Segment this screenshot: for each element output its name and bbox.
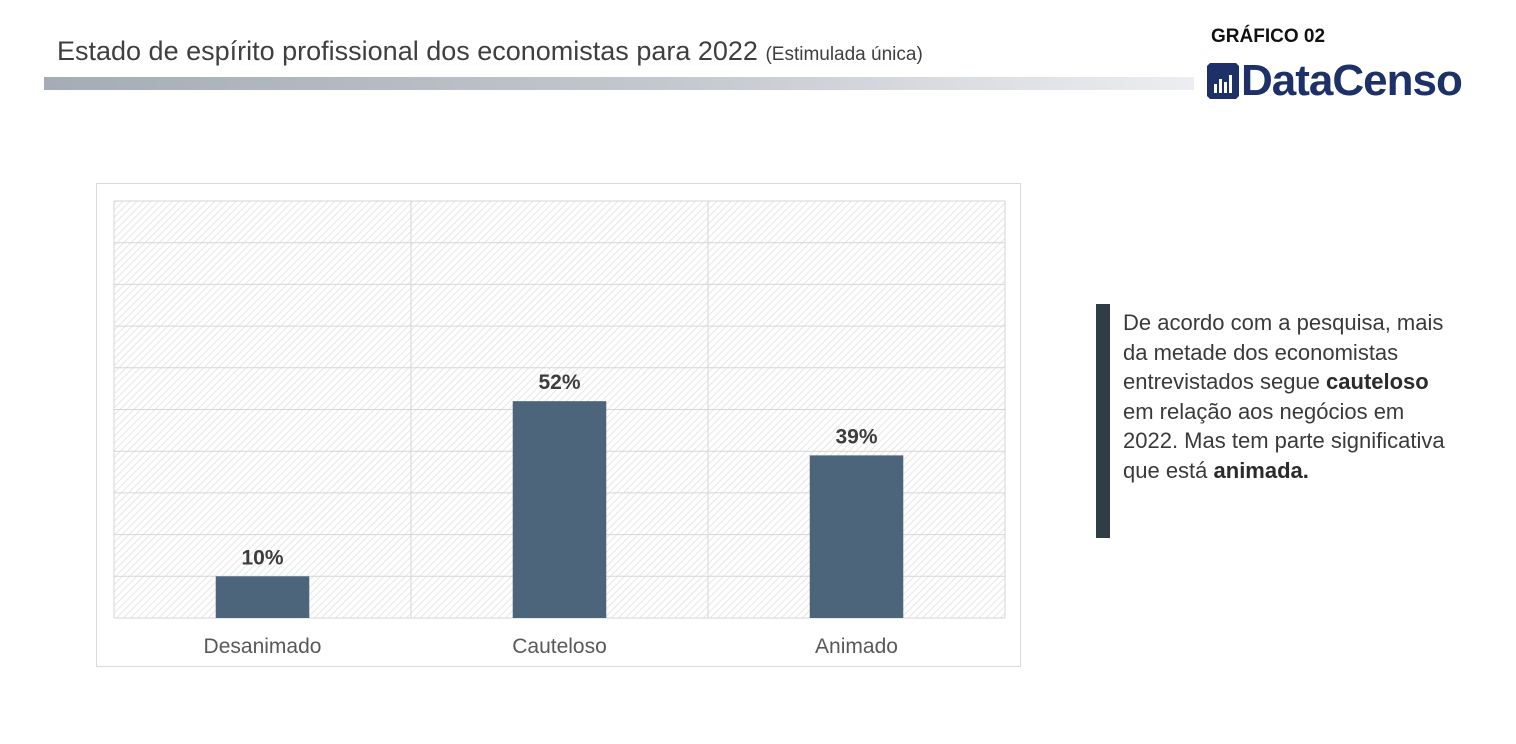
- bar-animado: [809, 455, 904, 618]
- page-title-text: Estado de espírito profissional dos econ…: [57, 36, 758, 66]
- data-label-cauteloso: 52%: [538, 371, 580, 394]
- category-label-desanimado: Desanimado: [204, 635, 322, 658]
- bar-cauteloso: [512, 401, 607, 618]
- data-label-animado: 39%: [835, 425, 877, 448]
- title-underline: [44, 77, 1194, 90]
- data-label-desanimado: 10%: [241, 546, 283, 569]
- logo-text: DataCenso: [1241, 56, 1463, 105]
- page-title: Estado de espírito profissional dos econ…: [57, 36, 923, 67]
- callout-text: De acordo com a pesquisa, mais da metade…: [1123, 308, 1453, 486]
- bar-desanimado: [215, 576, 310, 618]
- callout-text-part: De acordo com a pesquisa, mais da metade…: [1123, 310, 1444, 395]
- category-label-cauteloso: Cauteloso: [512, 635, 607, 658]
- callout-accent-bar: [1096, 304, 1110, 538]
- chart-frame: 10% Desanimado 52% Cauteloso 39% Animado: [96, 183, 1021, 667]
- bar-chart-icon: [1207, 63, 1239, 99]
- chart-number: GRÁFICO 02: [1211, 26, 1326, 47]
- category-label-animado: Animado: [815, 635, 898, 658]
- bar-chart: 10% Desanimado 52% Cauteloso 39% Animado: [113, 200, 1006, 658]
- datacenso-logo: DataCenso: [1206, 56, 1463, 106]
- title-note: (Estimulada única): [765, 44, 923, 65]
- callout-bold-cauteloso: cauteloso: [1326, 369, 1429, 395]
- callout-text-part: em relação aos negócios em 2022. Mas tem…: [1123, 398, 1445, 483]
- callout-bold-animada: animada.: [1213, 457, 1309, 483]
- callout: De acordo com a pesquisa, mais da metade…: [1096, 304, 1456, 538]
